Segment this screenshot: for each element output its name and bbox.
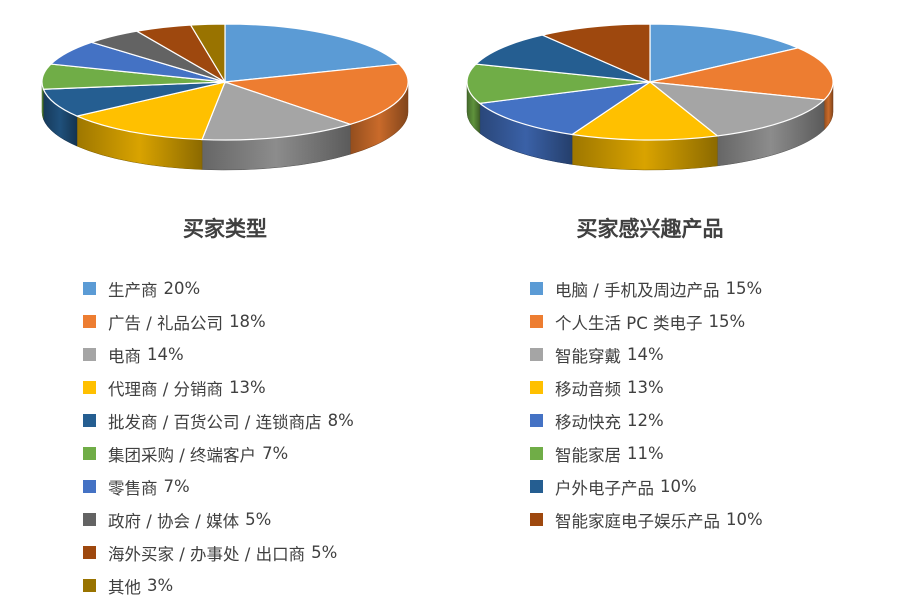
legend-label: 政府 / 协会 / 媒体 xyxy=(108,511,240,531)
legend-value: 3% xyxy=(147,576,174,595)
chart-title-product-interest: 买家感兴趣产品 xyxy=(576,217,724,241)
legend-swatch xyxy=(83,447,96,460)
legend-value: 18% xyxy=(229,312,266,331)
legend-swatch xyxy=(530,348,543,361)
legend-item: 移动音频 13% xyxy=(530,371,763,404)
legend-label: 批发商 / 百货公司 / 连锁商店 xyxy=(108,412,322,432)
legend-label: 生产商 xyxy=(108,280,158,300)
legend-item: 其他 3% xyxy=(83,569,354,602)
legend-item: 政府 / 协会 / 媒体 5% xyxy=(83,503,354,536)
legend-item: 户外电子产品 10% xyxy=(530,470,763,503)
pie-slice xyxy=(570,81,719,141)
legend-label: 智能家居 xyxy=(555,445,621,465)
legend-item: 个人生活 PC 类电子 15% xyxy=(530,305,763,338)
legend-value: 7% xyxy=(163,477,190,496)
legend-swatch xyxy=(83,579,96,592)
legend-label: 广告 / 礼品公司 xyxy=(108,313,224,333)
legend-swatch xyxy=(530,315,543,328)
legend-swatch xyxy=(83,348,96,361)
legend-item: 零售商 7% xyxy=(83,470,354,503)
legend-value: 20% xyxy=(163,279,201,298)
buyer-type-pie xyxy=(41,23,409,171)
legend-item: 智能穿戴 14% xyxy=(530,338,763,371)
legend-item: 智能家居 11% xyxy=(530,437,763,470)
legend-value: 11% xyxy=(627,444,664,463)
legend-label: 零售商 xyxy=(108,478,158,498)
legend-item: 集团采购 / 终端客户 7% xyxy=(83,437,354,470)
pie-slice xyxy=(540,23,651,83)
legend-swatch xyxy=(83,381,96,394)
pie-slice xyxy=(466,63,651,104)
legend-swatch xyxy=(530,480,543,493)
legend-swatch xyxy=(83,414,96,427)
legend-swatch xyxy=(530,414,543,427)
pie-slice xyxy=(474,34,651,83)
pie-slice xyxy=(649,47,834,101)
legend-item: 海外买家 / 办事处 / 出口商 5% xyxy=(83,536,354,569)
pie-slice xyxy=(648,81,826,137)
pie-slice xyxy=(201,81,353,141)
product-interest-pie xyxy=(466,23,834,171)
legend-value: 10% xyxy=(726,510,763,529)
pie-slice xyxy=(224,63,409,125)
legend-swatch xyxy=(83,315,96,328)
legend-label: 海外买家 / 办事处 / 出口商 xyxy=(108,544,306,564)
chart-title-buyer-type: 买家类型 xyxy=(183,217,267,241)
legend-swatch xyxy=(530,513,543,526)
legend-label: 电商 xyxy=(108,346,141,366)
legend-swatch xyxy=(83,513,96,526)
legend-label: 代理商 / 分销商 xyxy=(108,379,224,399)
pie-slice xyxy=(478,81,651,136)
pie-slice xyxy=(649,23,800,83)
legend-item: 批发商 / 百货公司 / 连锁商店 8% xyxy=(83,404,354,437)
legend-swatch xyxy=(83,480,96,493)
pie-slice xyxy=(224,23,401,83)
legend-swatch xyxy=(83,282,96,295)
legend-value: 15% xyxy=(708,312,746,331)
legend-label: 其他 xyxy=(108,577,141,597)
legend-value: 8% xyxy=(327,411,354,430)
legend-value: 15% xyxy=(725,279,763,298)
legend-label: 个人生活 PC 类电子 xyxy=(555,313,703,333)
legend-label: 移动快充 xyxy=(555,412,621,432)
legend-swatch xyxy=(530,282,543,295)
legend-swatch xyxy=(530,447,543,460)
legend-item: 生产商 20% xyxy=(83,272,354,305)
legend-value: 7% xyxy=(262,444,289,463)
legend-swatch xyxy=(530,381,543,394)
legend-swatch xyxy=(83,546,96,559)
legend-label: 智能家庭电子娱乐产品 xyxy=(555,511,720,531)
legend-item: 电脑 / 手机及周边产品 15% xyxy=(530,272,763,305)
legend-buyer-type: 生产商 20% 广告 / 礼品公司 18% 电商 14% 代理商 / 分销商 13% 批发商 /… xyxy=(83,272,354,602)
legend-item: 电商 14% xyxy=(83,338,354,371)
legend-label: 智能穿戴 xyxy=(555,346,621,366)
legend-label: 户外电子产品 xyxy=(555,478,654,498)
legend-value: 5% xyxy=(311,543,338,562)
pie-slice xyxy=(189,23,226,85)
legend-item: 代理商 / 分销商 13% xyxy=(83,371,354,404)
legend-value: 12% xyxy=(627,411,664,430)
legend-label: 电脑 / 手机及周边产品 xyxy=(555,280,720,300)
legend-item: 智能家庭电子娱乐产品 10% xyxy=(530,503,763,536)
legend-item: 广告 / 礼品公司 18% xyxy=(83,305,354,338)
legend-value: 14% xyxy=(147,345,184,364)
legend-value: 10% xyxy=(660,477,697,496)
legend-value: 13% xyxy=(229,378,266,397)
legend-item: 移动快充 12% xyxy=(530,404,763,437)
legend-product-interest: 电脑 / 手机及周边产品 15% 个人生活 PC 类电子 15% 智能穿戴 14% 移动音频… xyxy=(530,272,763,536)
legend-label: 集团采购 / 终端客户 xyxy=(108,445,257,465)
legend-value: 5% xyxy=(245,510,272,529)
legend-value: 14% xyxy=(627,345,664,364)
legend-value: 13% xyxy=(627,378,664,397)
pie-slice xyxy=(75,81,226,141)
legend-label: 移动音频 xyxy=(555,379,621,399)
